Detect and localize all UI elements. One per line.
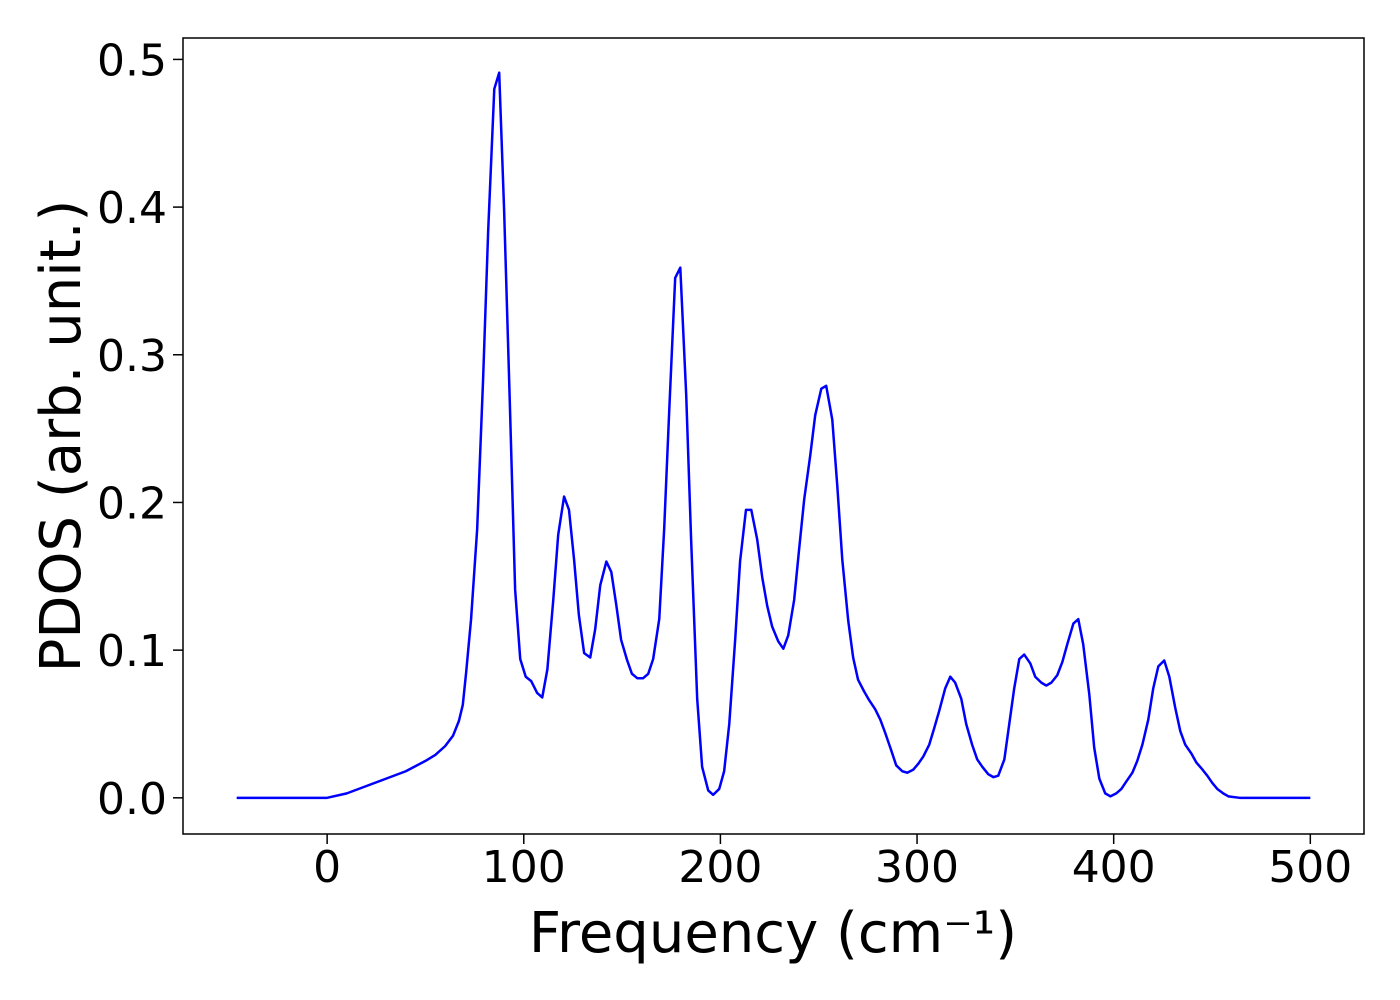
x-tick-label: 500	[1268, 842, 1352, 893]
x-tick-label: 300	[875, 842, 959, 893]
y-tick-label: 0.5	[97, 35, 167, 86]
x-tick-label: 0	[313, 842, 341, 893]
y-tick-label: 0.2	[97, 478, 167, 529]
x-tick-label: 200	[678, 842, 762, 893]
y-axis-label: PDOS (arb. unit.)	[29, 200, 94, 673]
x-axis-label: Frequency (cm⁻¹)	[529, 901, 1017, 966]
x-tick-label: 400	[1072, 842, 1156, 893]
y-tick-label: 0.1	[97, 626, 167, 677]
y-tick-label: 0.3	[97, 331, 167, 382]
y-tick-label: 0.4	[97, 183, 167, 234]
y-tick-label: 0.0	[97, 774, 167, 825]
data-line	[236, 71, 1311, 800]
plot-frame	[182, 37, 1365, 835]
x-tick-label: 100	[482, 842, 566, 893]
